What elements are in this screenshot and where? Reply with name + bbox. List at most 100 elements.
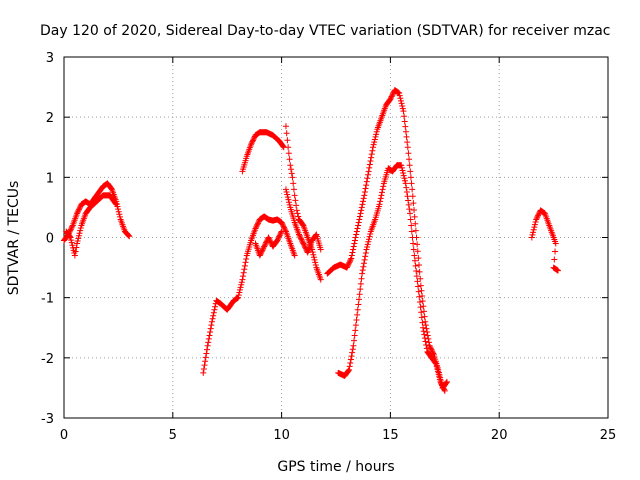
series-7-point [299, 239, 306, 246]
series-8-point [409, 186, 416, 193]
series-1-point [115, 206, 122, 213]
series-6-point [285, 150, 292, 157]
series-2-point [112, 200, 119, 207]
series-9-point [350, 342, 357, 349]
series-3-point [235, 292, 242, 299]
series-8-point [349, 249, 356, 256]
series-2-point [113, 201, 120, 208]
series-8-point [373, 128, 380, 135]
series-4-point [277, 229, 284, 236]
series-8-point [411, 206, 418, 213]
series-8-point [399, 102, 406, 109]
series-6-point [284, 137, 291, 144]
x-tick-label: 5 [169, 428, 177, 443]
y-tick-label: -3 [41, 412, 54, 427]
series-6-point [282, 123, 289, 130]
series-1-point [68, 225, 75, 232]
series-9-point [400, 172, 407, 179]
series-7-point [300, 240, 307, 247]
series-5-point [251, 134, 258, 141]
series-4-point [256, 252, 263, 259]
series-3-point [279, 222, 286, 229]
series-6-point [286, 156, 293, 163]
series-9-point [421, 335, 428, 342]
series-9-point [416, 293, 423, 300]
series-8-point [361, 192, 368, 199]
series-8-point [420, 303, 427, 310]
series-8-point [403, 133, 410, 140]
series-9-point [365, 236, 372, 243]
series-9-point [405, 197, 412, 204]
series-8-point [397, 97, 404, 104]
series-8-point [402, 123, 409, 130]
series-3-point [238, 279, 245, 286]
series-3-point [240, 273, 247, 280]
series-3-point [254, 221, 261, 228]
series-8-point [368, 154, 375, 161]
series-8-point [411, 213, 418, 220]
series-7-point [284, 194, 291, 201]
series-1-point [115, 208, 122, 215]
series-6-point [310, 254, 317, 261]
series-6-point [283, 130, 290, 137]
series-2-point [71, 252, 78, 259]
series-8-point [363, 178, 370, 185]
series-9-point [411, 252, 418, 259]
series-9-point [413, 273, 420, 280]
y-tick-label: 1 [46, 171, 54, 186]
series-9-point [410, 246, 417, 253]
series-7-point [296, 231, 303, 238]
series-9-point [354, 306, 361, 313]
x-tick-label: 15 [382, 428, 399, 443]
series-8-point [429, 347, 436, 354]
series-9-point [352, 322, 359, 329]
series-9-point [367, 231, 374, 238]
y-tick-label: -2 [41, 352, 54, 367]
series-8-point [370, 141, 377, 148]
series-8-point [364, 175, 371, 182]
series-1-point [75, 206, 82, 213]
series-10-point [535, 212, 542, 219]
series-4-point [275, 234, 282, 241]
series-3-point [200, 366, 207, 373]
series-9-point [441, 387, 448, 394]
series-9-point [355, 301, 362, 308]
series-3-point [239, 276, 246, 283]
series-9-point [364, 241, 371, 248]
series-4-point [274, 236, 281, 243]
series-3-point [203, 346, 210, 353]
series-10-point [530, 229, 537, 236]
series-8-point [358, 207, 365, 214]
series-2-point [68, 239, 75, 246]
series-8-point [363, 182, 370, 189]
series-1-point [74, 209, 81, 216]
series-10-point [552, 240, 559, 247]
series-4-point [277, 231, 284, 238]
series-3-point [210, 312, 217, 319]
series-9-point [410, 240, 417, 247]
series-9-point [411, 257, 418, 264]
series-9-point [418, 314, 425, 321]
series-3-point [209, 315, 216, 322]
series-3-point [208, 322, 215, 329]
series-8-point [412, 227, 419, 234]
series-8-point [388, 94, 395, 101]
series-2-point [75, 235, 82, 242]
series-5-point [248, 139, 255, 146]
series-9-point [435, 371, 442, 378]
series-8-point [351, 240, 358, 247]
series-8-point [404, 139, 411, 146]
series-3-point [205, 335, 212, 342]
series-3-point [252, 225, 259, 232]
series-2-point [73, 244, 80, 251]
series-6-point [285, 144, 292, 151]
series-3-point [282, 227, 289, 234]
series-9-point [360, 263, 367, 270]
series-8-point [407, 174, 414, 181]
series-9-point [346, 363, 353, 370]
series-8-point [350, 246, 357, 253]
series-10-point [528, 234, 535, 241]
series-9-point [345, 367, 352, 374]
